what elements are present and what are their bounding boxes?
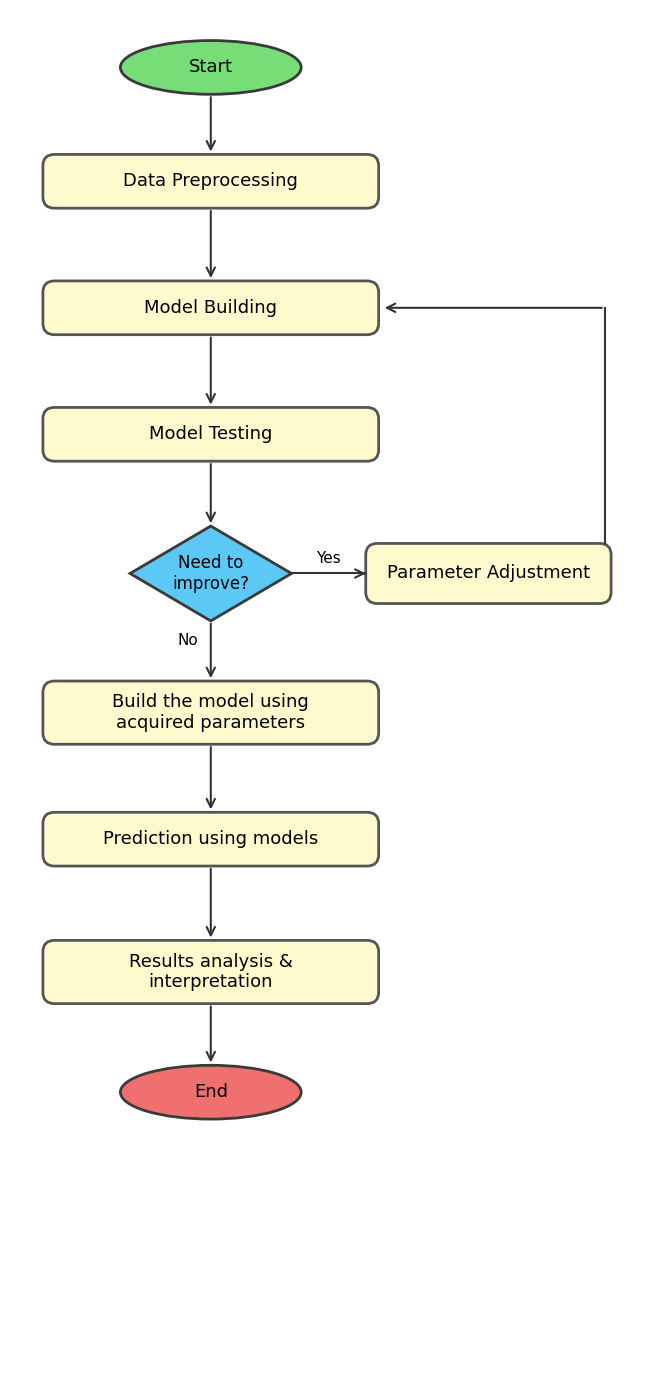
Polygon shape: [130, 526, 292, 622]
Text: End: End: [194, 1084, 228, 1102]
Text: Yes: Yes: [317, 550, 341, 566]
FancyBboxPatch shape: [43, 407, 379, 461]
Text: Need to
improve?: Need to improve?: [172, 554, 249, 592]
Text: Model Building: Model Building: [145, 298, 277, 316]
Text: Start: Start: [189, 59, 233, 77]
FancyBboxPatch shape: [43, 941, 379, 1004]
FancyBboxPatch shape: [43, 812, 379, 867]
Ellipse shape: [120, 41, 301, 94]
Text: Prediction using models: Prediction using models: [103, 830, 318, 848]
Text: Results analysis &
interpretation: Results analysis & interpretation: [129, 952, 293, 991]
Text: Model Testing: Model Testing: [149, 426, 273, 444]
Ellipse shape: [120, 1065, 301, 1119]
FancyBboxPatch shape: [43, 281, 379, 335]
Text: Parameter Adjustment: Parameter Adjustment: [387, 564, 590, 582]
Text: Data Preprocessing: Data Preprocessing: [124, 172, 298, 190]
Text: No: No: [178, 633, 199, 648]
FancyBboxPatch shape: [366, 543, 611, 603]
Text: Build the model using
acquired parameters: Build the model using acquired parameter…: [112, 693, 309, 732]
FancyBboxPatch shape: [43, 154, 379, 209]
FancyBboxPatch shape: [43, 680, 379, 745]
